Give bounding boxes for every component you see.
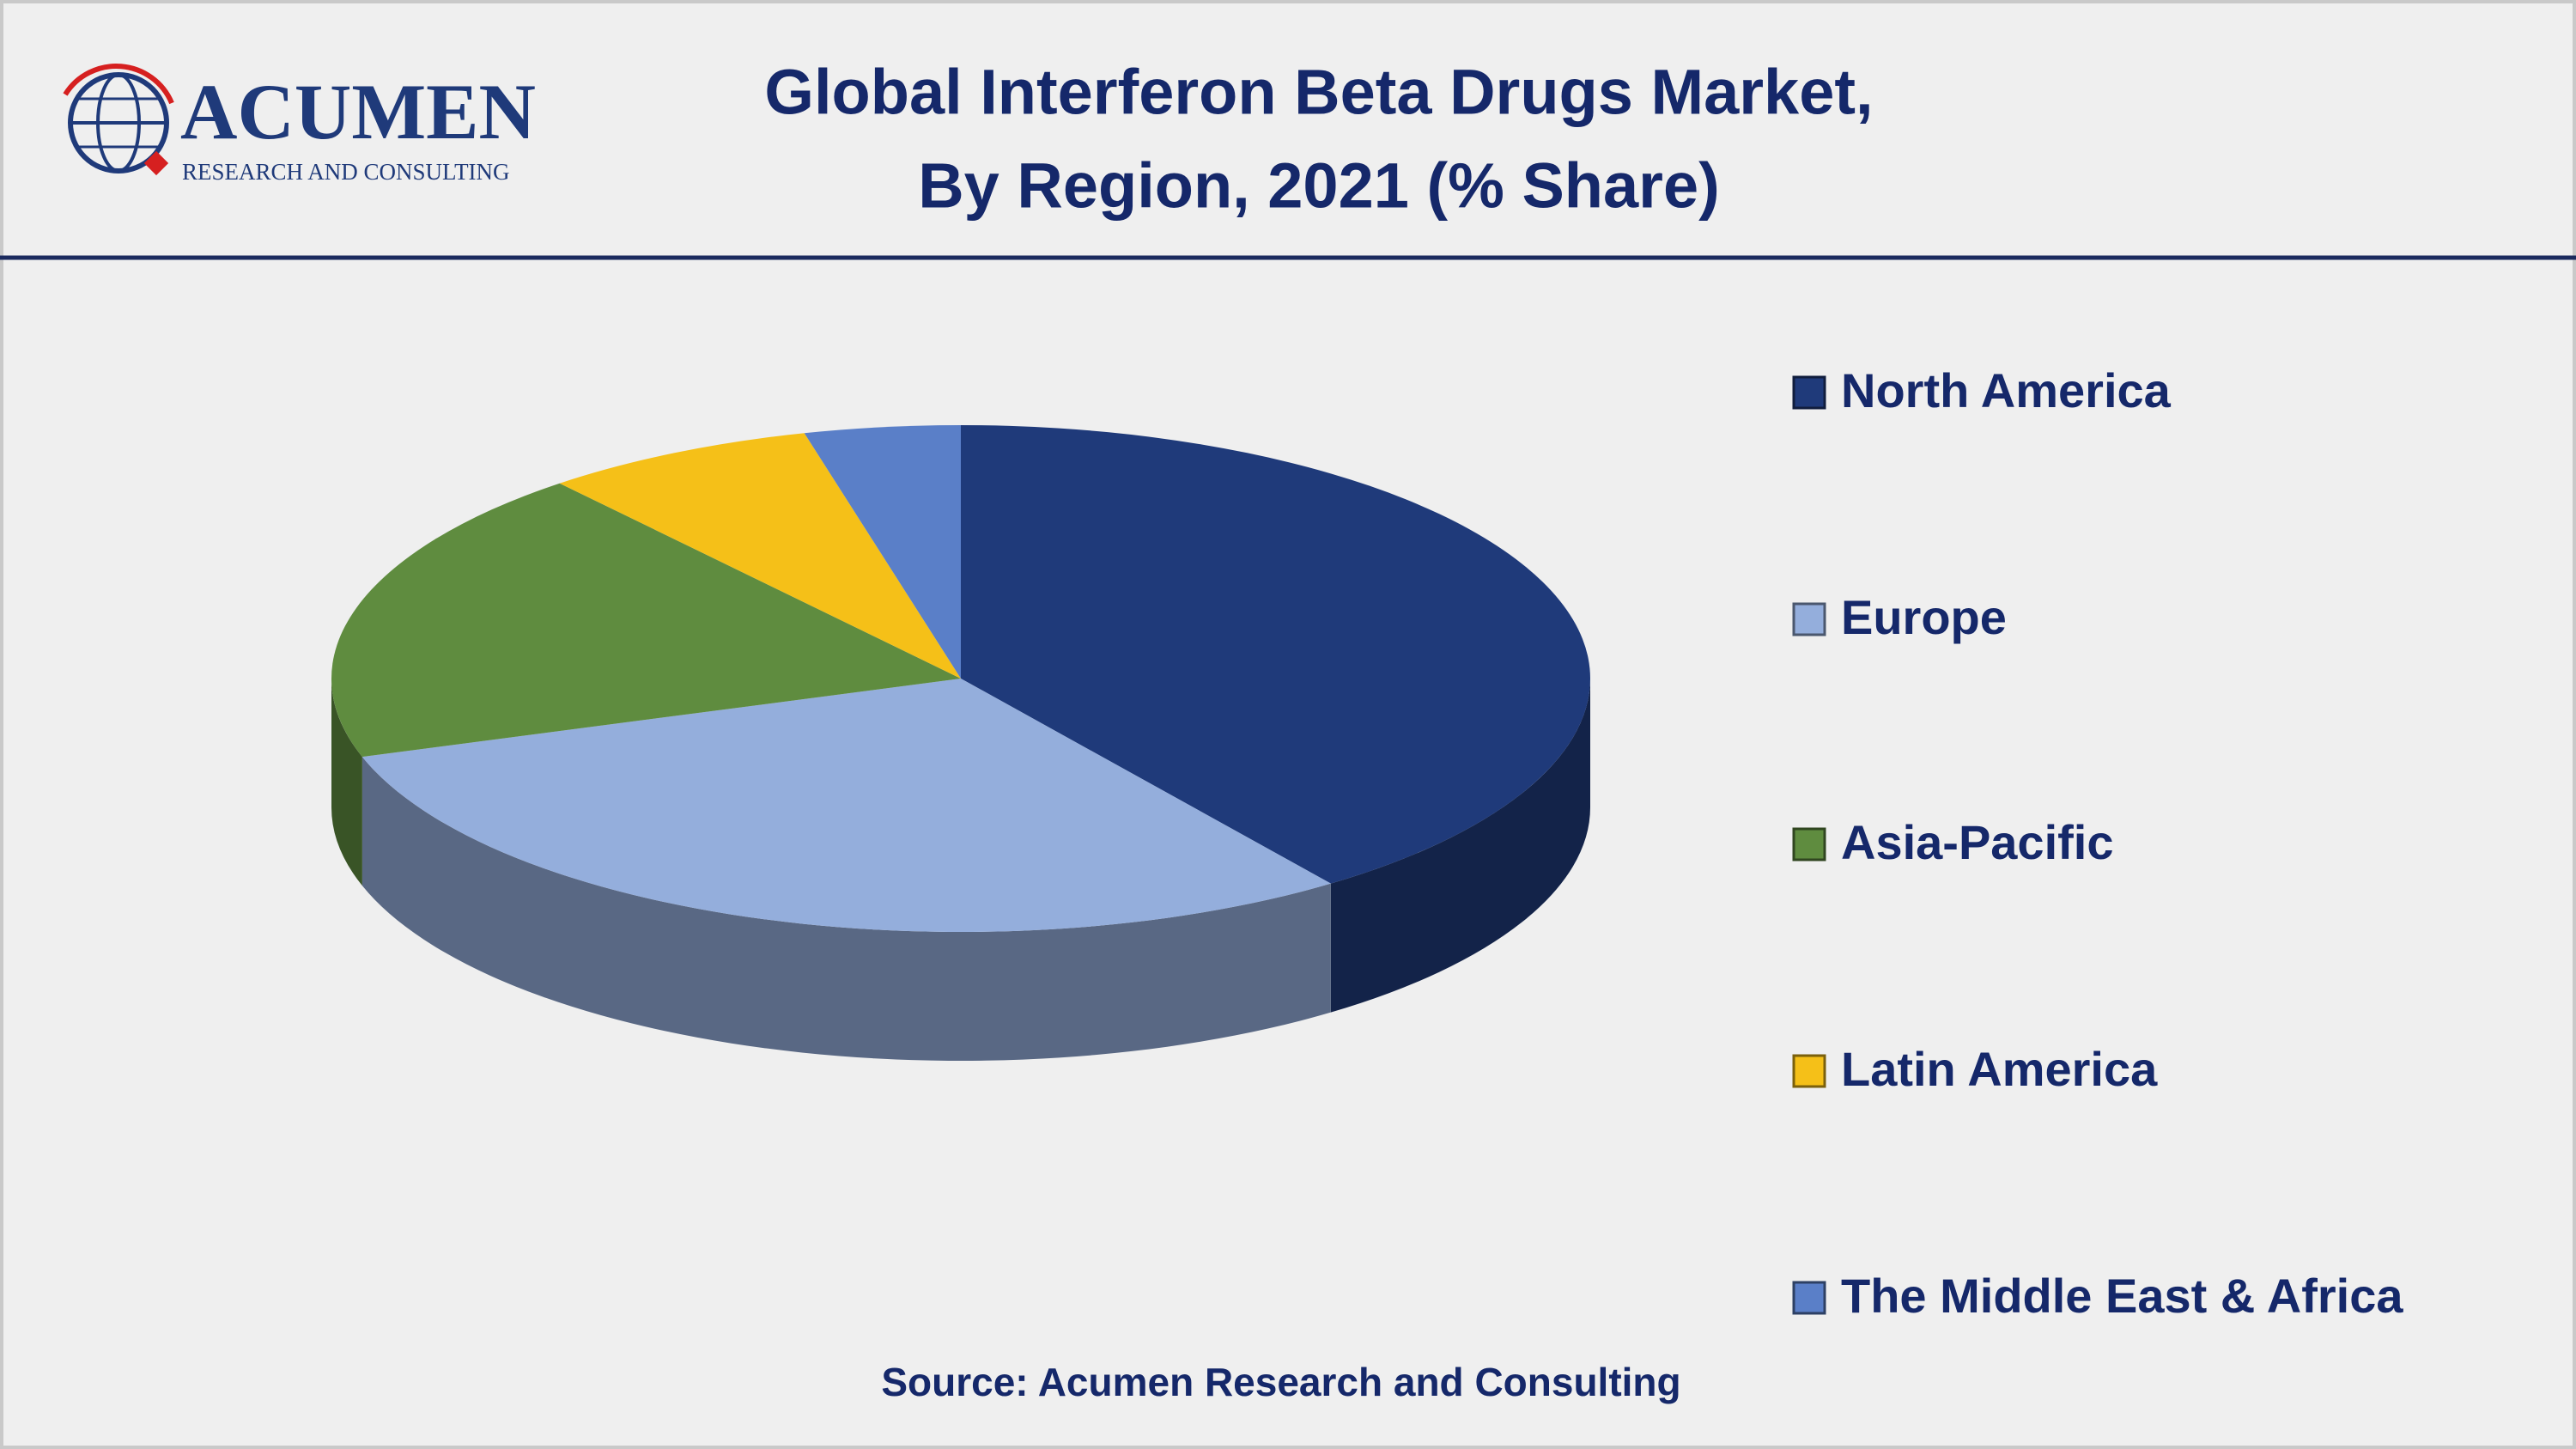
slice [804, 425, 961, 679]
slice-side [361, 757, 1331, 1061]
legend-label: The Middle East & Africa [1841, 1269, 2403, 1323]
slice-side [331, 679, 362, 886]
legend-swatch [1792, 1281, 1826, 1315]
chart-title: By Region, 2021 (% Share) [918, 150, 1720, 222]
legend-swatch [1792, 375, 1826, 410]
logo-arc [63, 64, 174, 105]
legend-swatch [1792, 1054, 1826, 1088]
logo-name: ACUMEN [180, 68, 536, 155]
legend-swatch [1792, 602, 1826, 636]
slice [331, 483, 962, 758]
legend-label: Latin America [1841, 1042, 2158, 1096]
source: Source: Acumen Research and Consulting [881, 1360, 1680, 1404]
slice [559, 433, 961, 679]
legend-label: Europe [1841, 590, 2007, 644]
chart-title: Global Interferon Beta Drugs Market, [764, 57, 1873, 128]
legend-swatch [1792, 827, 1826, 861]
logo-tagline: RESEARCH AND CONSULTING [182, 159, 510, 185]
slice-side [1330, 679, 1590, 1013]
slice [961, 425, 1590, 884]
legend-label: Asia-Pacific [1841, 815, 2114, 869]
legend-label: North America [1841, 363, 2172, 417]
logo: ACUMEN RESEARCH AND CONSULTING [63, 64, 536, 185]
slice [361, 679, 1331, 932]
